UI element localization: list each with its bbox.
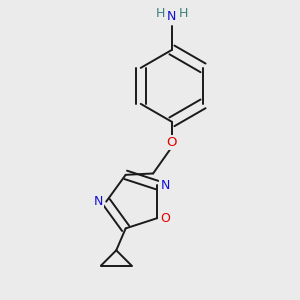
Text: O: O: [167, 136, 177, 149]
Text: H: H: [155, 8, 165, 20]
Text: N: N: [167, 10, 177, 23]
Text: N: N: [160, 178, 170, 192]
Text: O: O: [160, 212, 170, 225]
Text: H: H: [179, 8, 188, 20]
Text: N: N: [94, 195, 103, 208]
